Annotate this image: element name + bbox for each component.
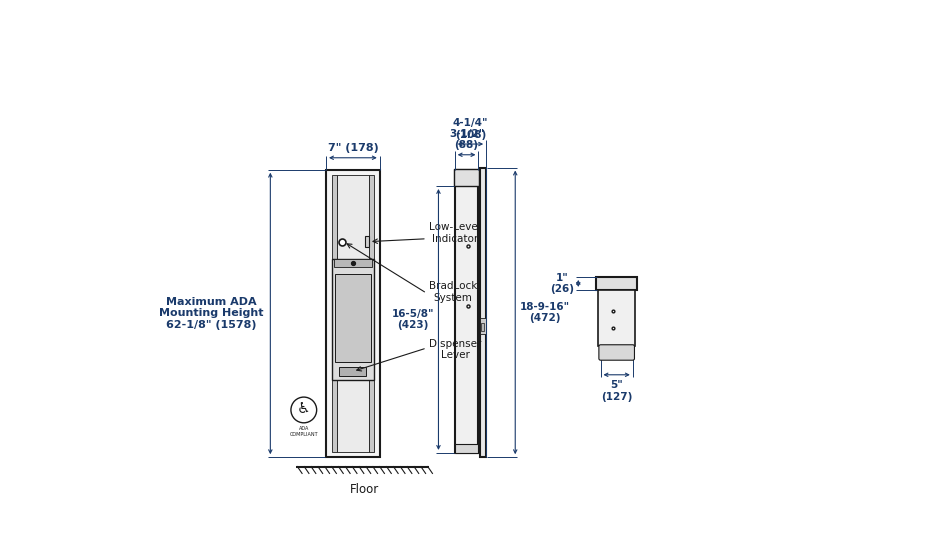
Text: 18-9-16"
(472): 18-9-16" (472) [520,301,570,323]
Bar [600,346,633,359]
Text: Dispenser
Lever: Dispenser Lever [429,339,481,360]
Bar [455,170,478,453]
FancyBboxPatch shape [598,345,635,360]
Bar [480,168,486,457]
Text: ADA
COMPLIANT: ADA COMPLIANT [290,426,318,437]
Bar [339,367,366,376]
Bar [480,317,486,334]
Text: 4-1/4"
(108): 4-1/4" (108) [452,118,488,140]
Bar [334,259,372,267]
Bar [332,175,337,452]
Text: 5"
(127): 5" (127) [601,380,633,402]
Text: Maximum ADA
Mounting Height
62-1/8" (1578): Maximum ADA Mounting Height 62-1/8" (157… [159,297,264,330]
Bar [332,259,374,379]
Bar [337,175,369,452]
Text: ♿: ♿ [297,400,311,416]
Bar [481,323,485,330]
Bar [327,170,379,457]
Bar [598,290,635,346]
Bar [369,175,374,452]
Text: 1"
(26): 1" (26) [550,272,574,294]
Bar [454,169,479,186]
Bar [365,236,369,247]
Bar [597,277,637,290]
Text: 3-1/2"
(88): 3-1/2" (88) [449,129,484,150]
Text: BradLock
System: BradLock System [429,281,477,302]
Text: 7" (178): 7" (178) [327,143,378,153]
Text: 16-5/8"
(423): 16-5/8" (423) [391,309,434,330]
Bar [335,274,371,363]
Text: Low-Level
Indicator: Low-Level Indicator [429,222,481,244]
Text: Floor: Floor [350,483,379,496]
Bar [455,444,478,453]
